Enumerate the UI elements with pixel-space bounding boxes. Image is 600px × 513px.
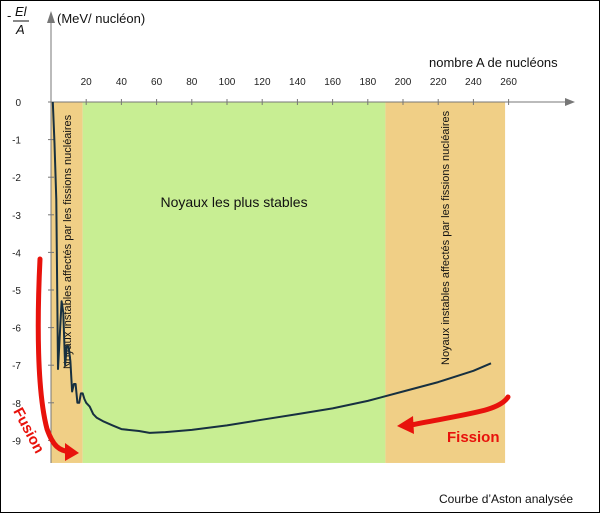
y-tick-label: -1 (12, 136, 21, 147)
zone-right-unstable (385, 102, 506, 463)
y-tick-label: -4 (12, 248, 21, 259)
x-tick-label: 160 (324, 77, 341, 88)
x-tick-label: 100 (219, 77, 236, 88)
y-label-sign: - (7, 8, 11, 23)
y-tick-label: -3 (12, 211, 21, 222)
x-axis-arrow (565, 98, 575, 106)
chart-caption: Courbe d’Aston analysée (439, 492, 573, 506)
x-tick-label: 220 (430, 77, 447, 88)
x-tick-label: 40 (116, 77, 128, 88)
y-unit-label: (MeV/ nucléon) (57, 11, 145, 26)
x-tick-label: 180 (359, 77, 376, 88)
x-tick-label: 20 (81, 77, 93, 88)
y-tick-label: -8 (12, 399, 21, 410)
y-tick-label: 0 (15, 98, 21, 109)
fusion-arrow (35, 256, 74, 455)
y-tick-label: -2 (12, 173, 21, 184)
y-axis-arrow (47, 11, 55, 23)
x-tick-label: 260 (500, 77, 517, 88)
fission-arrow (408, 394, 511, 428)
y-tick-label: -6 (12, 324, 21, 335)
x-tick-label: 240 (465, 77, 482, 88)
fusion-arrowhead (65, 443, 79, 461)
y-label-denominator: A (15, 22, 25, 37)
x-tick-label: 140 (289, 77, 306, 88)
binding-energy-curve (51, 101, 492, 434)
x-axis-label: nombre A de nucléons (429, 55, 558, 70)
fission-annotation: Fission (447, 429, 500, 446)
y-tick-label: -7 (12, 361, 21, 372)
y-label-numerator: El (15, 4, 28, 19)
x-tick-label: 60 (151, 77, 163, 88)
y-tick-label: -9 (12, 436, 21, 447)
x-tick-label: 120 (254, 77, 271, 88)
x-tick-label: 200 (395, 77, 412, 88)
zone-stable-label: Noyaux les plus stables (161, 194, 308, 210)
y-tick-label: -5 (12, 286, 21, 297)
zone-stable (82, 102, 386, 463)
x-tick-label: 80 (186, 77, 198, 88)
zone-right-label: Noyaux instables affectés par les fissio… (440, 110, 452, 365)
fission-arrowhead (397, 416, 414, 434)
zone-left-label: Noyaux instables affectés par les fissio… (62, 114, 74, 369)
